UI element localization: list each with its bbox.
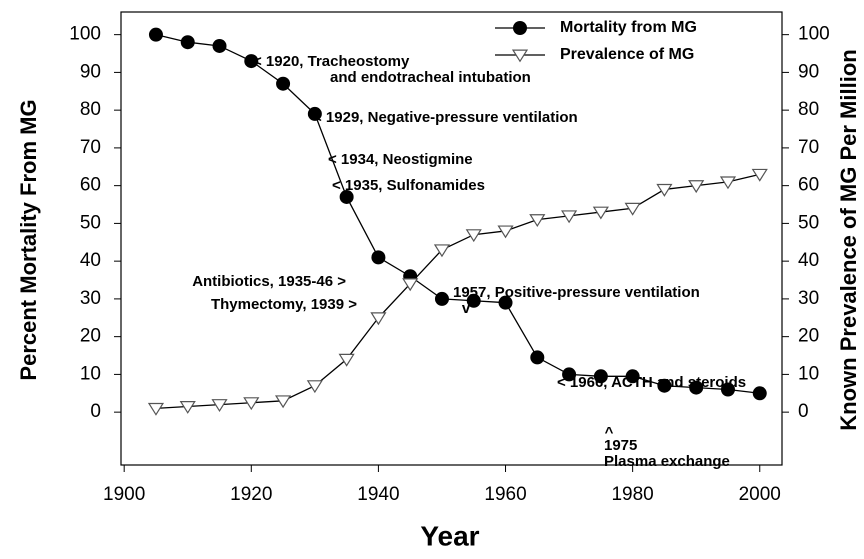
x-axis-label: Year — [420, 520, 479, 551]
y-tick-label: 0 — [90, 401, 101, 422]
y-tick-label: 100 — [69, 24, 101, 45]
data-point — [720, 382, 735, 397]
y2-tick-label: 10 — [798, 363, 819, 384]
y2-tick-label: 100 — [798, 24, 830, 45]
data-point — [147, 402, 165, 416]
series-line — [155, 34, 760, 394]
annotation: 1957, Positive-pressure ventilation — [453, 284, 700, 301]
annotation: Plasma exchange — [604, 453, 730, 470]
data-point — [752, 386, 767, 401]
data-point — [529, 214, 546, 228]
x-tick-label: 1960 — [484, 484, 526, 505]
y2-tick-label: 20 — [798, 326, 819, 347]
data-point — [339, 189, 354, 204]
y2-tick-label: 0 — [798, 401, 809, 422]
y-tick-label: 70 — [80, 137, 101, 158]
data-point — [148, 27, 163, 42]
data-point — [465, 229, 482, 243]
legend-marker — [513, 21, 527, 35]
data-point — [179, 400, 196, 414]
data-point — [530, 350, 545, 365]
annotation: < 1920, Tracheostomy — [253, 53, 410, 70]
data-point — [307, 106, 322, 121]
plot-frame — [120, 11, 783, 466]
data-point — [689, 380, 704, 395]
data-point — [243, 397, 260, 411]
data-point — [371, 250, 386, 265]
annotation: Thymectomy, 1939 > — [211, 296, 357, 313]
y2-tick-label: 40 — [798, 250, 819, 271]
y2-tick-label: 70 — [798, 137, 819, 158]
data-point — [244, 54, 259, 69]
data-point — [624, 202, 641, 216]
annotation: 1975 — [604, 437, 637, 454]
y-tick-label: 30 — [80, 288, 101, 309]
x-tick-label: 2000 — [739, 484, 781, 505]
annotation: < 1929, Negative-pressure ventilation — [313, 109, 578, 126]
x-tick-label: 1940 — [357, 484, 399, 505]
x-tick-label: 1920 — [230, 484, 272, 505]
data-point — [180, 35, 195, 50]
y-axis-label: Percent Mortality From MG — [16, 99, 41, 380]
x-tick-label: 1900 — [103, 484, 145, 505]
data-point — [402, 278, 419, 292]
y2-axis-label: Known Prevalence of MG Per Million — [836, 49, 861, 430]
data-point — [497, 225, 514, 239]
annotation: Antibiotics, 1935-46 > — [192, 273, 346, 290]
legend-label: Prevalence of MG — [560, 46, 694, 63]
y2-tick-label: 90 — [798, 61, 819, 82]
legend-label: Mortality from MG — [560, 19, 697, 36]
annotation: v — [462, 300, 471, 317]
data-point — [562, 367, 577, 382]
data-point — [656, 183, 673, 197]
y-tick-label: 90 — [80, 61, 101, 82]
data-point — [274, 395, 292, 409]
data-point — [625, 369, 640, 384]
y2-tick-label: 60 — [798, 175, 819, 196]
annotation: and endotracheal intubation — [330, 69, 531, 86]
annotation: < 1935, Sulfonamides — [332, 177, 485, 194]
data-point — [719, 176, 737, 190]
data-point — [593, 369, 608, 384]
annotation: < 1934, Neostigmine — [328, 151, 473, 168]
data-point — [560, 210, 578, 224]
data-point — [592, 206, 609, 220]
x-tick-label: 1980 — [611, 484, 653, 505]
y-tick-label: 40 — [80, 250, 101, 271]
y2-tick-label: 80 — [798, 99, 819, 120]
annotation: ^ — [605, 424, 614, 441]
data-point — [211, 399, 228, 413]
data-point — [466, 293, 481, 308]
series-line — [155, 173, 760, 410]
data-point — [688, 180, 705, 194]
data-point — [338, 353, 355, 367]
legend-marker — [511, 49, 529, 63]
data-point — [434, 291, 449, 306]
data-point — [751, 168, 768, 182]
y-tick-label: 20 — [80, 326, 101, 347]
y-tick-label: 10 — [80, 363, 101, 384]
data-point — [276, 76, 291, 91]
y-tick-label: 60 — [80, 175, 101, 196]
y-tick-label: 80 — [80, 99, 101, 120]
data-point — [433, 244, 451, 258]
data-point — [306, 380, 323, 394]
data-point — [212, 38, 227, 53]
y2-tick-label: 50 — [798, 212, 819, 233]
y-tick-label: 50 — [80, 212, 101, 233]
data-point — [370, 312, 387, 326]
data-point — [657, 378, 672, 393]
data-point — [498, 295, 513, 310]
y2-tick-label: 30 — [798, 288, 819, 309]
